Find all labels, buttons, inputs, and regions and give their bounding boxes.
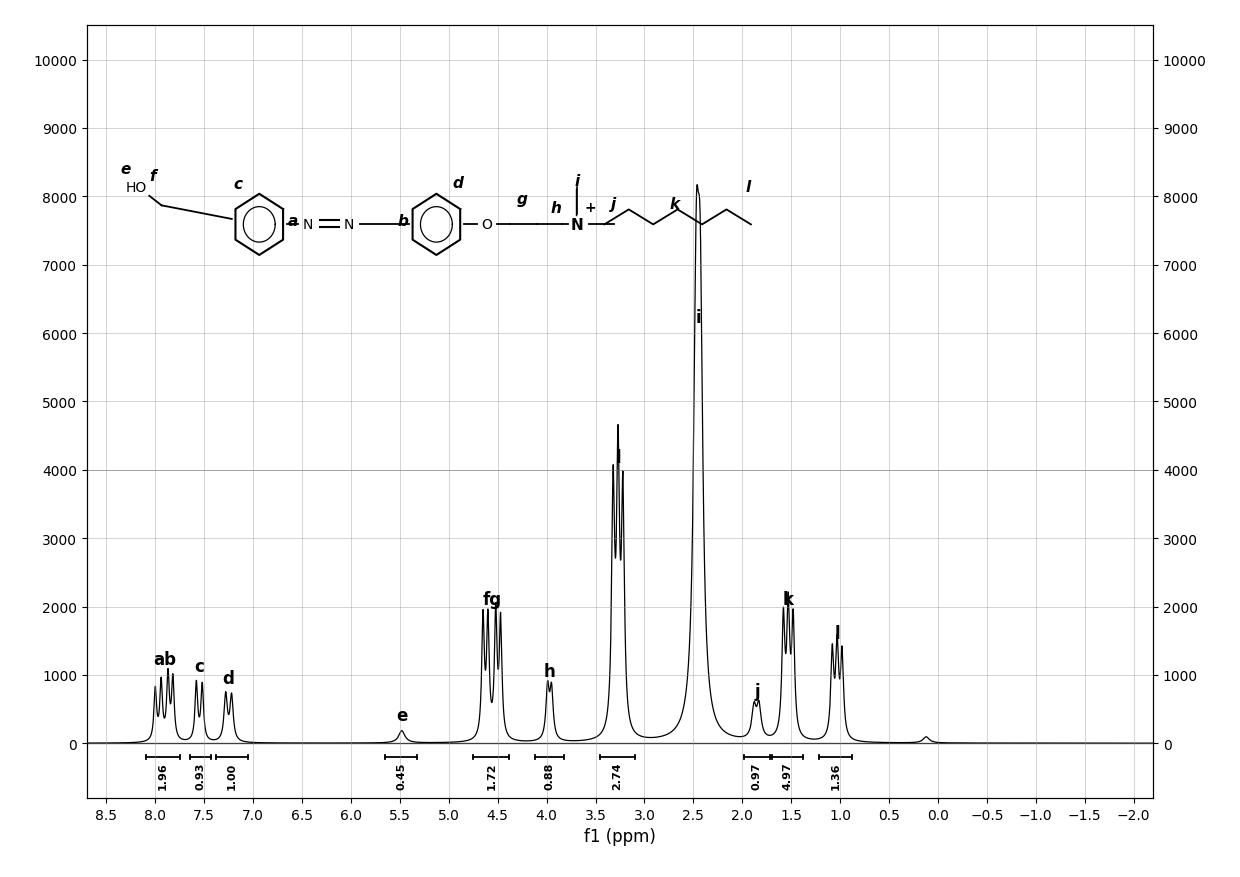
Text: 0.88: 0.88 bbox=[544, 762, 554, 789]
Text: e: e bbox=[396, 706, 408, 724]
X-axis label: f1 (ppm): f1 (ppm) bbox=[584, 827, 656, 845]
Text: 1.00: 1.00 bbox=[227, 762, 237, 789]
Text: 0.45: 0.45 bbox=[397, 762, 407, 789]
Text: l: l bbox=[615, 449, 621, 467]
Text: 1.36: 1.36 bbox=[831, 762, 841, 789]
Text: 1.72: 1.72 bbox=[486, 762, 496, 789]
Text: 0.97: 0.97 bbox=[751, 762, 761, 789]
Text: d: d bbox=[223, 669, 234, 688]
Text: 4.97: 4.97 bbox=[782, 762, 792, 789]
Text: h: h bbox=[543, 663, 556, 681]
Text: i: i bbox=[696, 309, 701, 327]
Text: 2.74: 2.74 bbox=[613, 762, 622, 789]
Text: 0.93: 0.93 bbox=[195, 762, 206, 789]
Text: j: j bbox=[754, 681, 760, 700]
Text: 1.96: 1.96 bbox=[157, 762, 167, 789]
Text: fg: fg bbox=[482, 590, 501, 609]
Text: l: l bbox=[835, 624, 839, 642]
Text: k: k bbox=[782, 590, 794, 609]
Text: c: c bbox=[195, 657, 205, 675]
Text: ab: ab bbox=[154, 651, 176, 668]
